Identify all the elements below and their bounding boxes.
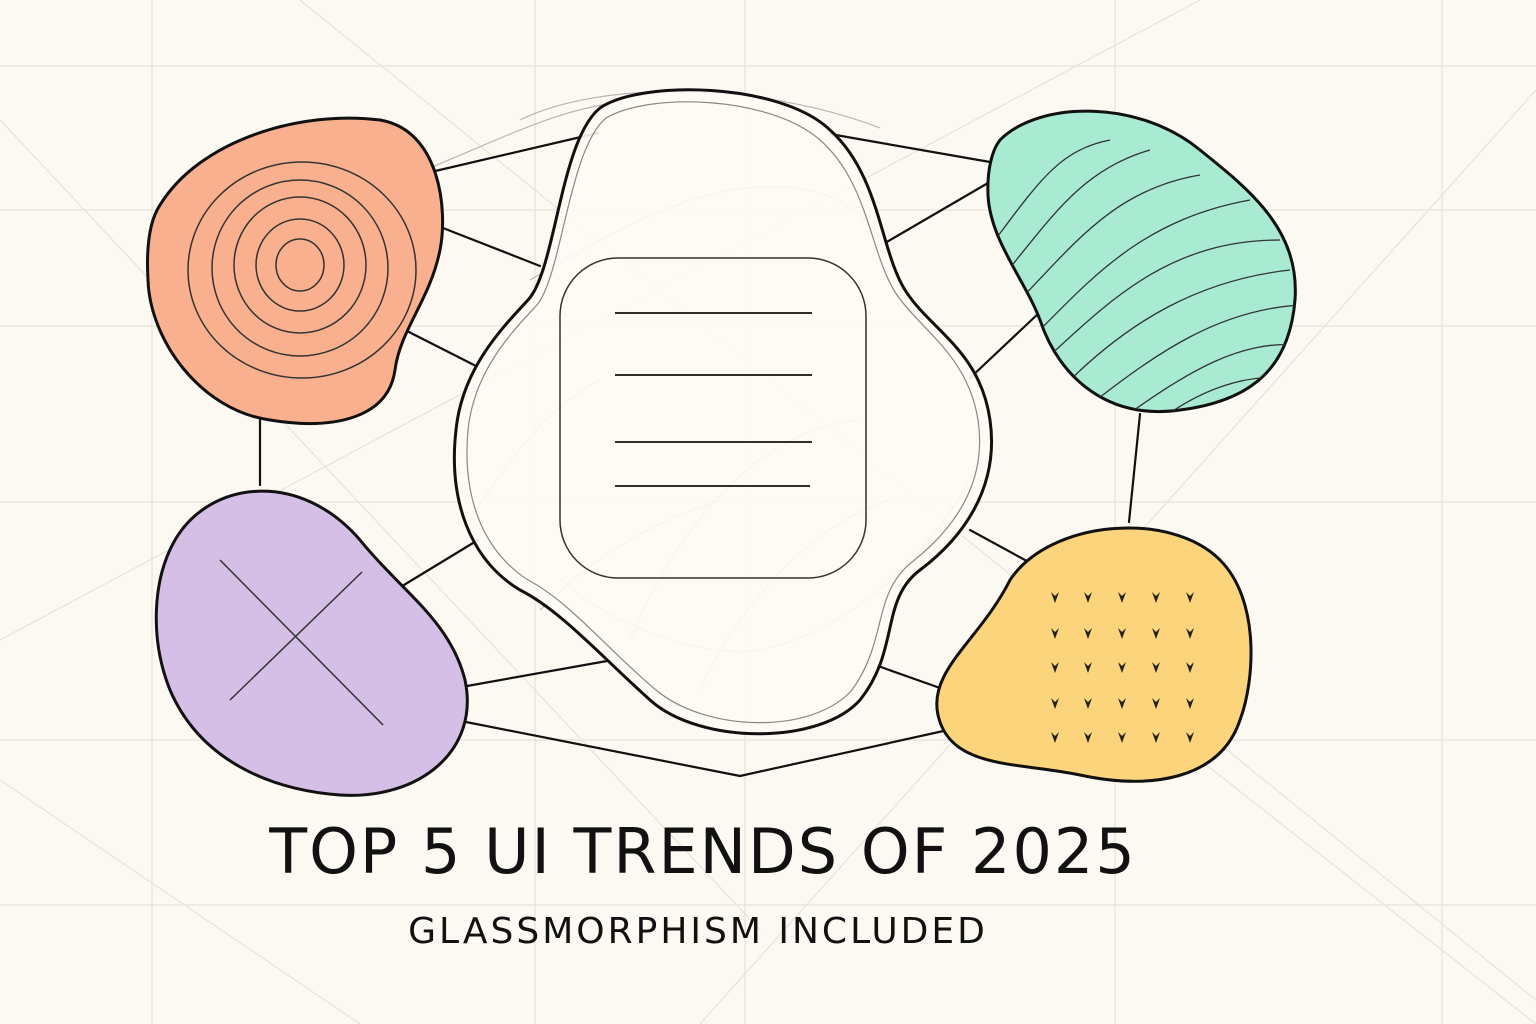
dot-mark: [1152, 592, 1160, 603]
dot-mark: [1186, 662, 1194, 673]
dot-mark: [1118, 732, 1126, 743]
coral-blob: [146, 116, 445, 425]
dot-mark: [1186, 698, 1194, 709]
dot-mark: [1051, 698, 1059, 709]
dot-mark: [1118, 698, 1126, 709]
dot-mark: [1084, 592, 1092, 603]
dot-mark: [1118, 592, 1126, 603]
text-lines-icon: [615, 312, 812, 487]
yellow-blob: [935, 526, 1253, 783]
glass-center-blob: [452, 88, 993, 736]
dot-mark: [1152, 698, 1160, 709]
connector-lines: [258, 131, 1142, 778]
lavender-blob: [154, 489, 469, 797]
dot-mark: [1051, 732, 1059, 743]
dot-mark: [1152, 628, 1160, 639]
dot-mark: [1118, 628, 1126, 639]
dot-mark: [1186, 628, 1194, 639]
poster-title: TOP 5 UI TRENDS OF 2025: [269, 815, 1137, 888]
poster-subtitle: GLASSMORPHISM INCLUDED: [408, 911, 988, 952]
dot-grid-icon: [1051, 592, 1194, 743]
wavy-lines-icon: [994, 139, 1296, 412]
dot-mark: [1152, 732, 1160, 743]
dot-mark: [1051, 592, 1059, 603]
concentric-circles-icon: [187, 161, 417, 379]
mint-blob: [986, 109, 1297, 413]
dot-mark: [1152, 662, 1160, 673]
dot-mark: [1051, 662, 1059, 673]
dot-mark: [1118, 662, 1126, 673]
cross-icon: [219, 559, 384, 726]
dot-mark: [1051, 628, 1059, 639]
dot-mark: [1084, 628, 1092, 639]
dot-mark: [1084, 732, 1092, 743]
dot-mark: [1186, 732, 1194, 743]
dot-mark: [1084, 698, 1092, 709]
dot-mark: [1186, 592, 1194, 603]
dot-mark: [1084, 662, 1092, 673]
